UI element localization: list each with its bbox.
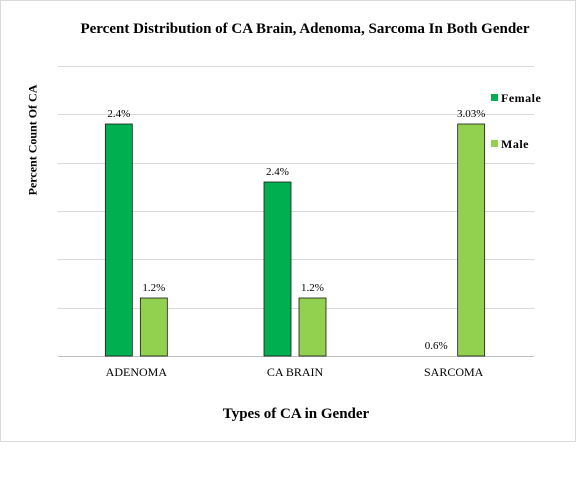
legend-label-male: Male [501,137,529,151]
legend-swatch-male [491,140,498,147]
data-label: 1.2% [301,282,324,294]
bar-female-adenoma [104,123,133,357]
data-label: 2.4% [266,166,289,178]
x-tick-label: ADENOMA [106,365,168,379]
data-label: 2.4% [107,108,130,120]
bar-female-ca-brain [263,181,292,357]
x-tick-label: SARCOMA [424,365,484,379]
x-axis-label: Types of CA in Gender [222,406,370,422]
data-label: 1.2% [142,282,165,294]
bar-male-adenoma [139,297,168,357]
bar-male-ca-brain [298,297,327,357]
chart-title: Percent Distribution of CA Brain, Adenom… [80,21,530,37]
data-label: 0.6% [425,340,448,352]
bar-male-sarcoma [457,123,486,357]
data-label: 3.03% [457,108,485,120]
legend-swatch-female [491,94,498,101]
legend-label-female: Female [501,91,542,105]
x-tick-label: CA BRAIN [267,365,324,379]
